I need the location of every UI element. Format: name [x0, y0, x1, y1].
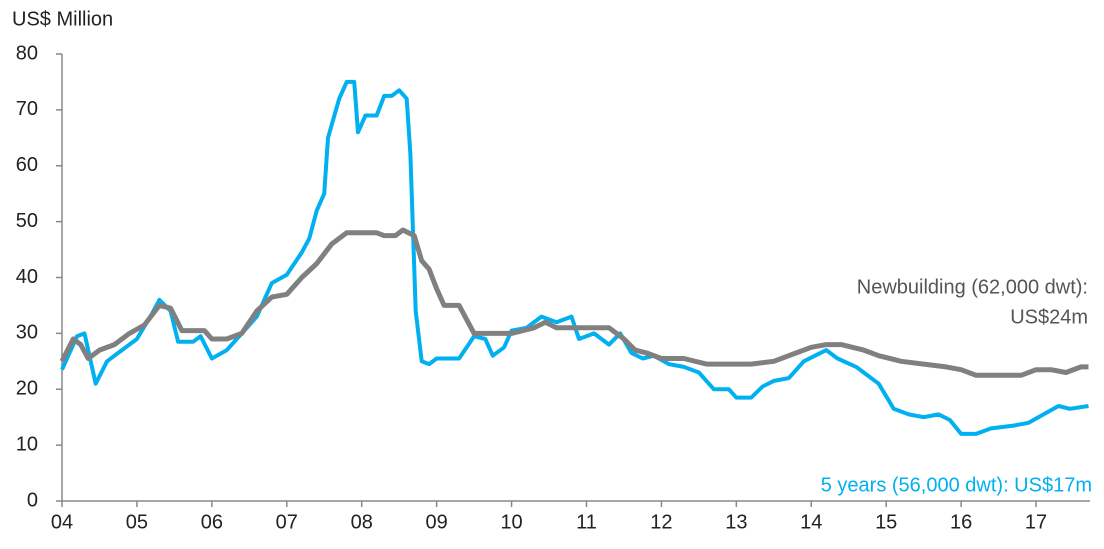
x-tick-label: 12: [650, 511, 672, 533]
x-tick-label: 07: [276, 511, 298, 533]
annotation: US$24m: [1010, 306, 1088, 328]
x-tick-label: 05: [126, 511, 148, 533]
x-tick-label: 04: [51, 511, 73, 533]
x-tick-label: 06: [201, 511, 223, 533]
x-tick-label: 09: [426, 511, 448, 533]
y-tick-label: 0: [27, 489, 38, 511]
x-tick-label: 15: [875, 511, 897, 533]
y-tick-label: 10: [16, 433, 38, 455]
y-tick-label: 50: [16, 210, 38, 232]
x-tick-label: 16: [950, 511, 972, 533]
series-line: [59, 227, 1089, 378]
x-tick-label: 13: [725, 511, 747, 533]
y-axis-label: US$ Million: [12, 8, 113, 30]
series-label: 5 years (56,000 dwt): US$17m: [821, 474, 1092, 496]
y-tick-label: 70: [16, 98, 38, 120]
x-tick-label: 14: [800, 511, 822, 533]
y-tick-label: 30: [16, 322, 38, 344]
x-tick-label: 10: [500, 511, 522, 533]
y-tick-label: 60: [16, 154, 38, 176]
x-tick-label: 17: [1025, 511, 1047, 533]
x-tick-label: 11: [576, 511, 597, 533]
plot: 0 10 20 30 40 50 60 70 80 04 05 06 07 08 09 10 11 12 13 14 1…: [16, 42, 1090, 533]
x-tick-label: 08: [351, 511, 373, 533]
y-tick-label: 20: [16, 378, 38, 400]
series-line: [60, 79, 1089, 436]
y-tick-label: 40: [16, 266, 38, 288]
series-label: Newbuilding (62,000 dwt):: [857, 276, 1088, 298]
y-tick-label: 80: [16, 42, 38, 64]
